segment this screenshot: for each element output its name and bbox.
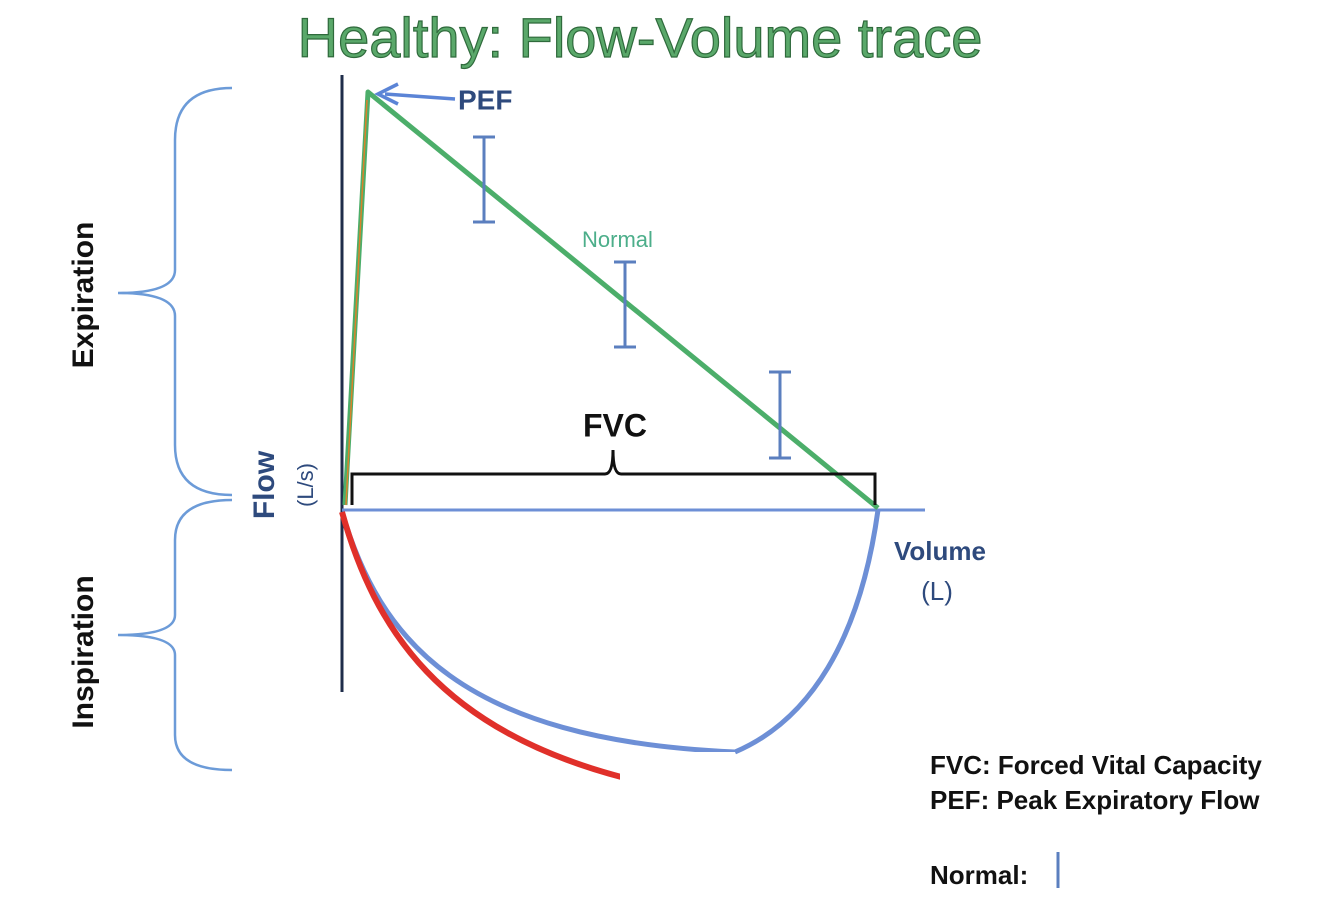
error-bars	[473, 135, 791, 460]
x-axis-unit: (L)	[921, 576, 953, 606]
curve-gap	[620, 752, 735, 792]
legend-fvc: FVC: Forced Vital Capacity	[930, 750, 1262, 780]
expiration-brace	[117, 86, 233, 497]
fvc-label: FVC	[583, 407, 647, 443]
inspiration-label: Inspiration	[67, 575, 100, 728]
fvc-bracket	[350, 449, 877, 505]
inspiration-curve-red	[339, 511, 626, 781]
legend-pef: PEF: Peak Expiratory Flow	[930, 785, 1260, 815]
legend-normal: Normal:	[930, 860, 1028, 890]
expiration-label: Expiration	[67, 222, 100, 369]
title: Healthy: Flow-Volume trace	[298, 6, 983, 69]
y-axis-label: Flow	[248, 450, 281, 519]
trace-edge	[345, 99, 368, 506]
pef-arrowhead	[374, 82, 399, 106]
pef-arrow	[384, 92, 456, 101]
normal-label: Normal	[582, 227, 653, 252]
inspiration-brace	[117, 498, 233, 772]
pef-label: PEF	[458, 84, 512, 115]
x-axis-label: Volume	[894, 536, 986, 566]
y-axis-unit: (L/s)	[293, 463, 318, 507]
normal-trace	[342, 89, 880, 510]
inspiration-curve	[339, 509, 881, 755]
